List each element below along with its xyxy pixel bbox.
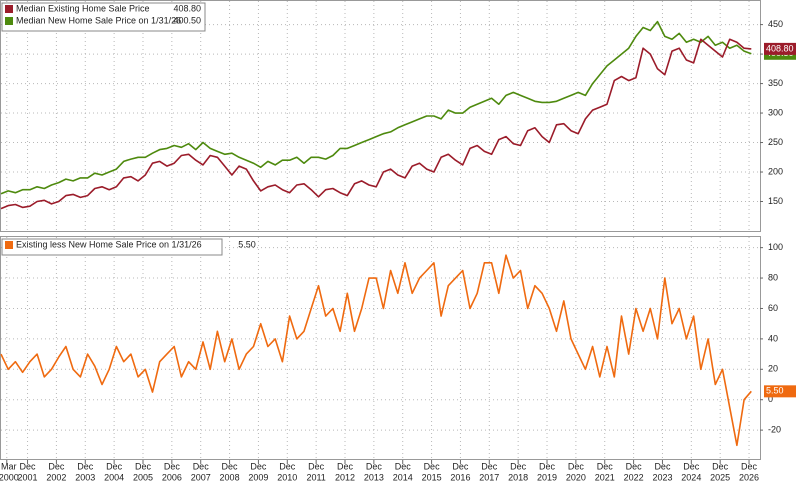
x-tick-label: Dec (597, 461, 614, 471)
value-badge (764, 385, 796, 398)
x-tick-label: Dec (250, 461, 267, 471)
x-tick-label: Dec (741, 461, 758, 471)
value-badge-label: 5.50 (766, 386, 784, 396)
x-tick-year: 2012 (335, 472, 355, 482)
legend-box (1, 238, 223, 256)
x-tick-year: 2002 (46, 472, 66, 482)
value-badge-label: 408.80 (766, 43, 794, 53)
x-tick-label: Dec (135, 461, 152, 471)
x-tick-year: 2006 (162, 472, 182, 482)
y-tick-label: 80 (768, 272, 778, 282)
x-tick-label: Dec (337, 461, 354, 471)
x-tick-year: 2000 (0, 472, 19, 482)
legend-value: 400.50 (173, 15, 201, 25)
legend-swatch (5, 17, 13, 25)
y-tick-label: 350 (768, 78, 783, 88)
x-tick-label: Dec (424, 461, 441, 471)
y-tick-label: 60 (768, 303, 778, 313)
y-tick-label: 300 (768, 107, 783, 117)
x-tick-year: 2003 (75, 472, 95, 482)
legend-value: 408.80 (173, 3, 201, 13)
x-tick-year: 2024 (681, 472, 701, 482)
x-tick-year: 2017 (479, 472, 499, 482)
x-tick-label: Dec (20, 461, 37, 471)
y-tick-label: 0 (768, 394, 773, 404)
x-tick-year: 2025 (710, 472, 730, 482)
y-tick-label: 250 (768, 137, 783, 147)
x-tick-label: Dec (366, 461, 383, 471)
x-tick-label: Dec (308, 461, 325, 471)
x-tick-label: Dec (106, 461, 123, 471)
x-tick-label: Dec (712, 461, 729, 471)
x-tick-year: 2020 (566, 472, 586, 482)
x-tick-label: Dec (539, 461, 556, 471)
x-tick-label: Dec (395, 461, 412, 471)
x-tick-year: 2005 (133, 472, 153, 482)
y-tick-label: 100 (768, 242, 783, 252)
legend-label: Existing less New Home Sale Price on 1/3… (16, 239, 202, 249)
value-badge (764, 42, 796, 55)
x-tick-year: 2016 (450, 472, 470, 482)
y-tick-label: 150 (768, 196, 783, 206)
x-tick-label: Dec (481, 461, 498, 471)
x-tick-year: 2009 (248, 472, 268, 482)
legend-value: 5.50 (238, 239, 256, 249)
y-tick-label: 40 (768, 333, 778, 343)
x-tick-year: 2013 (364, 472, 384, 482)
x-tick-year: 2010 (277, 472, 297, 482)
y-tick-label: -20 (768, 424, 781, 434)
x-tick-label: Dec (77, 461, 94, 471)
legend-box (1, 2, 206, 32)
series-line (0, 38, 752, 210)
x-tick-label: Dec (222, 461, 239, 471)
legend-label: Median Existing Home Sale Price (16, 3, 150, 13)
y-tick-label: 200 (768, 166, 783, 176)
x-tick-label: Dec (164, 461, 181, 471)
y-tick-label: 450 (768, 19, 783, 29)
x-tick-year: 2007 (191, 472, 211, 482)
x-tick-year: 2001 (18, 472, 38, 482)
x-tick-label: Mar (1, 461, 17, 471)
bottom-panel-frame (0, 236, 761, 460)
series-line (0, 254, 752, 447)
x-tick-label: Dec (452, 461, 469, 471)
top-panel-frame (0, 0, 761, 232)
legend-swatch (5, 5, 13, 13)
x-tick-year: 2021 (595, 472, 615, 482)
x-tick-label: Dec (654, 461, 671, 471)
x-tick-year: 2022 (624, 472, 644, 482)
x-tick-year: 2026 (739, 472, 759, 482)
x-tick-label: Dec (683, 461, 700, 471)
x-tick-year: 2004 (104, 472, 124, 482)
series-line (0, 20, 752, 195)
x-tick-year: 2018 (508, 472, 528, 482)
x-tick-label: Dec (626, 461, 643, 471)
x-tick-label: Dec (48, 461, 65, 471)
x-tick-year: 2015 (422, 472, 442, 482)
x-tick-label: Dec (568, 461, 585, 471)
legend-swatch (5, 241, 13, 249)
x-tick-year: 2008 (220, 472, 240, 482)
x-tick-year: 2023 (652, 472, 672, 482)
x-tick-label: Dec (193, 461, 210, 471)
x-tick-label: Dec (279, 461, 296, 471)
y-tick-label: 20 (768, 364, 778, 374)
x-tick-year: 2011 (306, 472, 325, 482)
legend-label: Median New Home Sale Price on 1/31/26 (16, 15, 181, 25)
x-tick-label: Dec (510, 461, 527, 471)
x-tick-year: 2019 (537, 472, 557, 482)
x-tick-year: 2014 (393, 472, 413, 482)
